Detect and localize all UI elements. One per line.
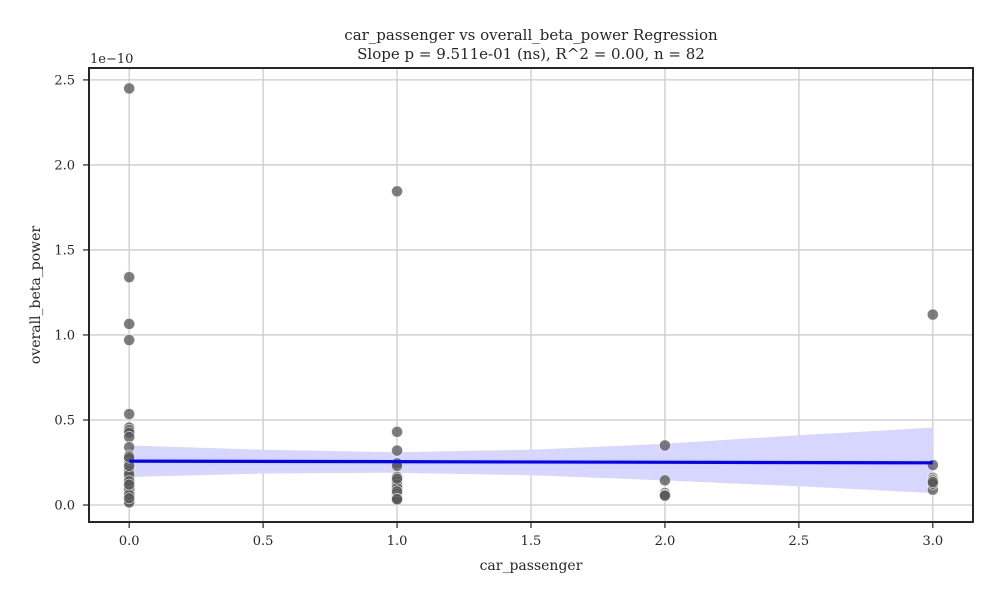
y-tick-label: 0.5	[54, 413, 75, 428]
x-tick-label: 2.0	[655, 534, 676, 549]
data-point-70	[659, 490, 670, 501]
data-point-65	[391, 493, 402, 504]
x-axis-ticks: 0.0 0.5 1.0 1.5 2.0 2.5 3.0	[119, 522, 943, 549]
data-point-51	[391, 426, 402, 437]
data-point-3	[124, 334, 135, 345]
data-point-8	[124, 431, 135, 442]
x-tick-label: 2.5	[789, 534, 810, 549]
chart-title-line1: car_passenger vs overall_beta_power Regr…	[344, 26, 718, 44]
chart-title-line2: Slope p = 9.511e-01 (ns), R^2 = 0.00, n …	[357, 45, 705, 63]
y-tick-label: 1.0	[54, 328, 75, 343]
x-tick-label: 0.5	[253, 534, 274, 549]
data-point-81	[927, 476, 938, 487]
x-tick-label: 1.0	[387, 534, 408, 549]
x-axis-label: car_passenger	[480, 558, 583, 574]
data-point-63	[391, 473, 402, 484]
data-point-66	[659, 440, 670, 451]
y-axis-ticks: 0.0 0.5 1.0 1.5 2.0 2.5	[54, 73, 89, 513]
y-axis-label: overall_beta_power	[28, 226, 44, 364]
regression-line	[129, 461, 933, 463]
data-point-2	[124, 318, 135, 329]
data-point-4	[124, 408, 135, 419]
data-point-1	[124, 272, 135, 283]
data-point-50	[391, 186, 402, 197]
regression-line-layer	[129, 461, 933, 463]
y-tick-label: 2.0	[54, 158, 75, 173]
data-point-67	[659, 475, 670, 486]
x-tick-label: 1.5	[521, 534, 542, 549]
y-tick-label: 1.5	[54, 243, 75, 258]
data-point-72	[927, 459, 938, 470]
y-tick-label: 0.0	[54, 498, 75, 513]
x-tick-label: 3.0	[922, 534, 943, 549]
y-tick-label: 2.5	[54, 73, 75, 88]
data-point-48	[124, 493, 135, 504]
y-offset-label: 1e−10	[90, 52, 133, 67]
data-point-49	[124, 479, 135, 490]
x-tick-label: 0.0	[119, 534, 140, 549]
data-point-0	[124, 83, 135, 94]
data-point-71	[927, 309, 938, 320]
data-point-52	[391, 445, 402, 456]
